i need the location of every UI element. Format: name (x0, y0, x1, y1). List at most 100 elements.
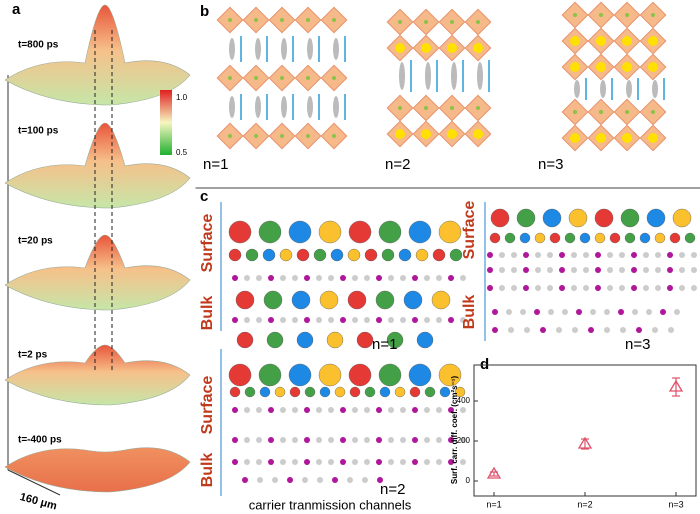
atom (535, 252, 541, 258)
colorbar-label: 1.0 (176, 93, 188, 102)
atom (583, 267, 589, 273)
cation (596, 62, 606, 72)
atom (412, 317, 418, 323)
atom (436, 275, 442, 281)
atom (287, 477, 293, 483)
orbital (416, 331, 434, 349)
organic (307, 96, 313, 118)
atom (244, 275, 250, 281)
orbital (378, 220, 402, 244)
center (228, 76, 232, 80)
illustrations (4, 1, 697, 496)
atom (304, 317, 310, 323)
atom (667, 252, 673, 258)
orbital (330, 248, 344, 262)
organic (333, 96, 339, 118)
atom (559, 285, 565, 291)
atom (376, 275, 382, 281)
atom (268, 459, 274, 465)
atom (316, 407, 322, 413)
atom (362, 477, 368, 483)
atom (232, 275, 238, 281)
cation (648, 36, 658, 46)
atom (492, 309, 498, 315)
region-label: Bulk (199, 453, 216, 488)
atom (619, 252, 625, 258)
center (476, 106, 480, 110)
cation (421, 43, 431, 53)
orbital (669, 232, 681, 244)
organic (281, 96, 287, 118)
organic (477, 62, 483, 90)
center (625, 13, 629, 17)
atom (643, 285, 649, 291)
orbital (386, 331, 404, 349)
center (651, 13, 655, 17)
organic (425, 62, 431, 90)
atom (520, 309, 526, 315)
center (398, 106, 402, 110)
orbital (375, 290, 395, 310)
atom (340, 407, 346, 413)
orbital (398, 248, 412, 262)
orbital (274, 386, 286, 398)
atom (328, 459, 334, 465)
atom (535, 285, 541, 291)
orbital (236, 331, 254, 349)
atom (268, 317, 274, 323)
atom (424, 459, 430, 465)
cation (596, 36, 606, 46)
structure-label: n=1 (372, 336, 397, 353)
atom (256, 407, 262, 413)
atom (534, 309, 540, 315)
atom (328, 317, 334, 323)
structure-label: n=3 (538, 156, 563, 173)
point (577, 436, 593, 449)
atom (487, 267, 493, 273)
surface (4, 234, 191, 311)
atom (436, 317, 442, 323)
atom (232, 437, 238, 443)
atom (523, 285, 529, 291)
orbital (381, 248, 395, 262)
cation (395, 129, 405, 139)
atom (646, 309, 652, 315)
scale-label: 160 μm (18, 491, 58, 512)
orbital (672, 208, 692, 228)
structure-label: n=1 (203, 156, 228, 173)
orbital (245, 248, 259, 262)
atom (332, 477, 338, 483)
atom (590, 309, 596, 315)
cation (570, 36, 580, 46)
y-tick-label: 400 (457, 396, 471, 405)
orbital (620, 208, 640, 228)
atom (487, 252, 493, 258)
orbital (319, 386, 331, 398)
x-tick-label: n=1 (486, 499, 501, 509)
orbital (228, 248, 242, 262)
atom (412, 275, 418, 281)
atom (316, 317, 322, 323)
atom (268, 275, 274, 281)
cation (622, 62, 632, 72)
time-label: t=2 ps (18, 350, 48, 361)
center (228, 18, 232, 22)
atom (280, 437, 286, 443)
atom (304, 407, 310, 413)
center (573, 13, 577, 17)
cation (648, 62, 658, 72)
organic (399, 62, 405, 90)
atom (607, 252, 613, 258)
atom (448, 407, 454, 413)
atom (655, 252, 661, 258)
atom (559, 267, 565, 273)
orbital (263, 290, 283, 310)
center (254, 76, 258, 80)
atom (499, 252, 505, 258)
atom (460, 275, 466, 281)
orbital (379, 386, 391, 398)
cation (622, 133, 632, 143)
atom (540, 327, 546, 333)
orbital (646, 208, 666, 228)
orbital (244, 386, 256, 398)
